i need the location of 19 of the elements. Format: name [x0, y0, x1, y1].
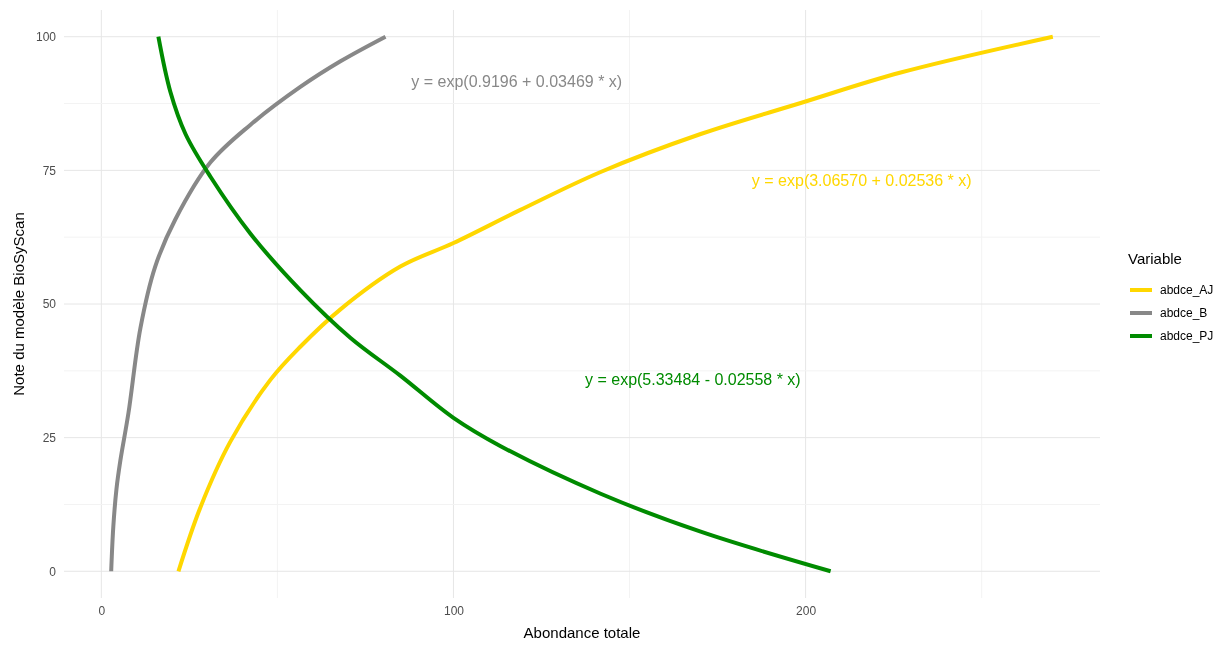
y-tick-label: 50: [42, 297, 57, 312]
x-tick-label: 0: [98, 603, 106, 618]
y-tick-label: 0: [49, 564, 57, 579]
y-tick-label: 100: [35, 30, 57, 45]
legend-label: abdce_PJ: [1160, 329, 1214, 344]
y-tick-label: 75: [42, 163, 57, 178]
line-series: [109, 34, 388, 574]
x-tick-label: 200: [796, 603, 817, 618]
line-series: [176, 34, 1055, 574]
legend-title: Variable: [1128, 250, 1182, 267]
x-axis-title: Abondance totale: [523, 624, 641, 641]
annotation: y = exp(3.06570 + 0.02536 * x): [751, 172, 972, 190]
annotation: y = exp(0.9196 + 0.03469 * x): [411, 72, 623, 90]
y-tick-label: 25: [42, 430, 57, 445]
y-axis-title: Note du modèle BioSyScan: [10, 212, 27, 396]
legend-label: abdce_B: [1160, 306, 1208, 321]
legend-label: abdce_AJ: [1160, 283, 1214, 298]
annotation: y = exp(5.33484 - 0.02558 * x): [585, 371, 801, 389]
x-tick-label: 100: [443, 603, 465, 618]
